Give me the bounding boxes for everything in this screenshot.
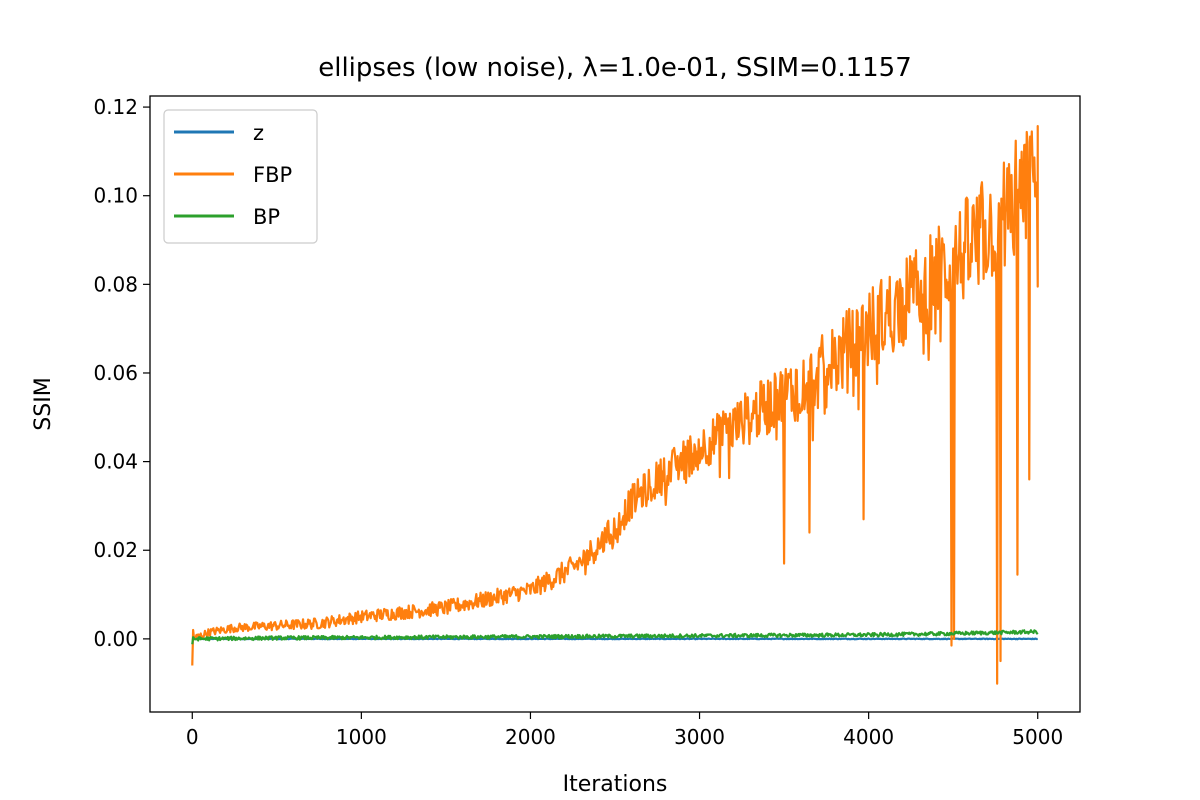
x-tick-label: 4000 [843,725,894,749]
series-line-bp [191,629,1039,645]
legend-label-z: z [253,121,264,145]
y-tick-label: 0.12 [93,95,138,119]
y-tick-label: 0.10 [93,184,138,208]
y-tick-label: 0.02 [93,538,138,562]
chart-title: ellipses (low noise), λ=1.0e-01, SSIM=0.… [318,53,912,83]
x-tick-label: 0 [186,725,199,749]
x-tick-label: 2000 [505,725,556,749]
legend-box [163,109,318,244]
y-tick-label: 0.06 [93,361,138,385]
y-axis-label: SSIM [31,377,56,430]
legend: z FBP BP [163,109,318,244]
series-line-fbp [191,125,1039,685]
y-tick-label: 0.00 [93,627,138,651]
y-tick-label: 0.08 [93,272,138,296]
plot-frame [149,95,1081,713]
legend-label-bp: BP [253,205,280,229]
legend-label-fbp: FBP [253,163,292,187]
x-axis-label: Iterations [563,772,668,797]
x-tick-label: 3000 [674,725,725,749]
x-tick-label: 5000 [1012,725,1063,749]
y-tick-label: 0.04 [93,450,138,474]
axes: 0 1000 2000 3000 4000 5000 0.00 0.02 0.04 0.06 0.0… [93,95,1081,749]
plot-area [191,125,1039,685]
x-tick-label: 1000 [336,725,387,749]
